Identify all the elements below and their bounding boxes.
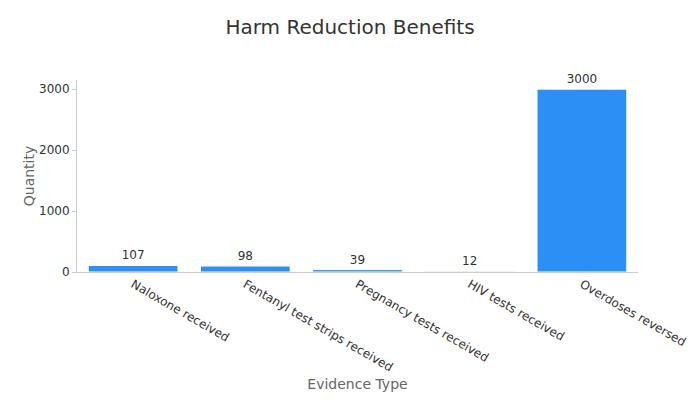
svg-text:12: 12	[462, 254, 477, 268]
svg-text:HIV tests received: HIV tests received	[465, 277, 567, 344]
svg-text:39: 39	[350, 253, 365, 267]
svg-text:98: 98	[238, 249, 253, 263]
svg-text:3000: 3000	[567, 72, 598, 86]
svg-text:0: 0	[62, 265, 70, 279]
svg-text:107: 107	[122, 248, 145, 262]
svg-text:Fentanyl test strips received: Fentanyl test strips received	[241, 277, 396, 374]
svg-text:1000: 1000	[39, 204, 70, 218]
svg-text:Pregnancy tests received: Pregnancy tests received	[353, 277, 491, 365]
svg-text:Overdoses reversed: Overdoses reversed	[577, 277, 688, 349]
svg-text:2000: 2000	[39, 143, 70, 157]
svg-text:3000: 3000	[39, 82, 70, 96]
svg-text:Harm Reduction Benefits: Harm Reduction Benefits	[225, 15, 474, 39]
svg-text:Evidence Type: Evidence Type	[307, 376, 407, 392]
svg-text:Naloxone received: Naloxone received	[129, 277, 232, 345]
svg-text:Quantity: Quantity	[21, 146, 37, 207]
